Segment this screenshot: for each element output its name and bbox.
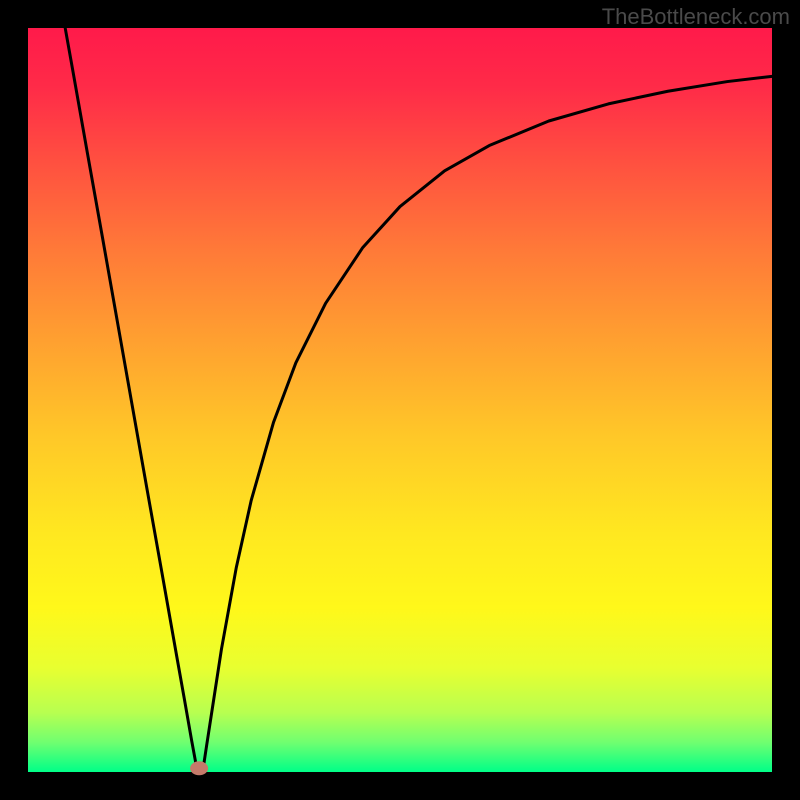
chart-svg: [0, 0, 800, 800]
chart-gradient-bg: [28, 28, 772, 772]
watermark-text: TheBottleneck.com: [602, 4, 790, 30]
chart-container: TheBottleneck.com: [0, 0, 800, 800]
optimal-marker: [190, 761, 208, 775]
